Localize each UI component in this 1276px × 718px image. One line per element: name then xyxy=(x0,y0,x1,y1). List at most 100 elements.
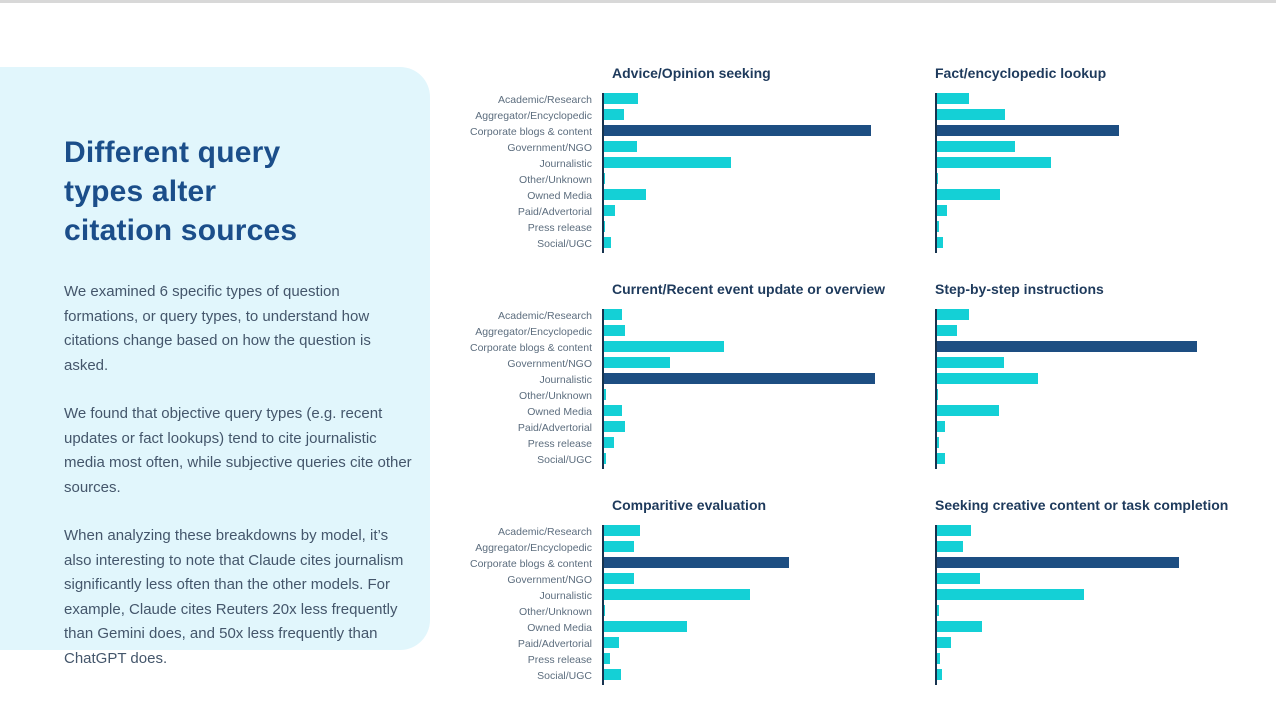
bar xyxy=(604,173,606,184)
category-label: Social/UGC xyxy=(537,454,592,466)
bar xyxy=(604,373,876,384)
bar xyxy=(937,421,946,432)
bar-row xyxy=(937,589,1235,600)
page-title-line-1: Different query xyxy=(64,136,281,169)
category-label: Journalistic xyxy=(539,590,592,602)
category-label: Journalistic xyxy=(539,158,592,170)
bar xyxy=(937,589,1084,600)
bar-row xyxy=(937,309,1235,320)
bar xyxy=(937,125,1120,136)
bar-row xyxy=(937,453,1235,464)
bar-row xyxy=(937,373,1235,384)
category-label: Academic/Research xyxy=(498,526,592,538)
bar-row xyxy=(604,573,902,584)
chart: Fact/encyclopedic lookup xyxy=(935,64,1235,253)
category-label: Other/Unknown xyxy=(519,174,592,186)
bar-row xyxy=(604,405,902,416)
bar xyxy=(937,357,1004,368)
chart-title: Advice/Opinion seeking xyxy=(612,65,771,81)
page-title: Different query types alter citation sou… xyxy=(64,133,410,250)
category-label: Press release xyxy=(527,654,592,666)
chart-body: Academic/Research Aggregator/Encyclopedic… xyxy=(470,525,912,685)
bar-row xyxy=(937,669,1235,680)
bar xyxy=(937,205,947,216)
bar xyxy=(604,605,606,616)
bar xyxy=(937,189,1000,200)
bar-row xyxy=(937,637,1235,648)
bar-row xyxy=(604,205,902,216)
bar-row xyxy=(937,205,1235,216)
bar xyxy=(937,541,963,552)
bar xyxy=(604,437,615,448)
bar xyxy=(937,341,1198,352)
bar-row xyxy=(604,653,902,664)
bar xyxy=(604,453,607,464)
bar xyxy=(604,389,607,400)
category-labels: Academic/Research Aggregator/Encyclopedic… xyxy=(470,525,602,685)
category-label: Other/Unknown xyxy=(519,390,592,402)
chart-title: Step-by-step instructions xyxy=(935,281,1104,297)
category-label: Owned Media xyxy=(527,622,592,634)
bar-row xyxy=(937,557,1235,568)
bar xyxy=(937,237,943,248)
intro-panel: Different query types alter citation sou… xyxy=(0,67,430,667)
bar xyxy=(604,341,724,352)
bar xyxy=(604,357,670,368)
bar-row xyxy=(937,93,1235,104)
chart-plot xyxy=(602,309,902,469)
bar-row xyxy=(604,373,902,384)
category-label: Paid/Advertorial xyxy=(517,206,592,218)
chart-body: Academic/Research Aggregator/Encyclopedic… xyxy=(470,93,912,253)
bar xyxy=(604,573,634,584)
category-label: Aggregator/Encyclopedic xyxy=(475,110,592,122)
category-label: Aggregator/Encyclopedic xyxy=(475,326,592,338)
chart: Step-by-step instructions xyxy=(935,280,1235,469)
bar xyxy=(604,141,638,152)
bar-row xyxy=(937,525,1235,536)
bar xyxy=(937,389,938,400)
bar-row xyxy=(604,221,902,232)
bar-row xyxy=(604,621,902,632)
bar-row xyxy=(937,653,1235,664)
bar xyxy=(604,589,751,600)
bar-row xyxy=(604,157,902,168)
bar-row xyxy=(937,405,1235,416)
bar xyxy=(604,205,616,216)
chart-body: Academic/Research Aggregator/Encyclopedic… xyxy=(470,309,912,469)
bar xyxy=(937,173,938,184)
bar xyxy=(937,93,969,104)
bar-row xyxy=(937,621,1235,632)
category-label: Social/UGC xyxy=(537,670,592,682)
bar-row xyxy=(604,325,902,336)
bar-row xyxy=(604,309,902,320)
chart: Comparitive evaluation Academic/Research… xyxy=(470,496,912,685)
page-title-line-3: citation sources xyxy=(64,214,298,247)
bar-row xyxy=(937,141,1235,152)
bar xyxy=(937,109,1005,120)
chart-body xyxy=(935,309,1235,469)
bar-row xyxy=(604,453,902,464)
bar-row xyxy=(937,237,1235,248)
chart-body xyxy=(935,525,1235,685)
category-label: Paid/Advertorial xyxy=(517,422,592,434)
bar xyxy=(604,405,623,416)
bar xyxy=(604,221,606,232)
bar-row xyxy=(937,189,1235,200)
bar-row xyxy=(937,325,1235,336)
category-label: Press release xyxy=(527,438,592,450)
bar-row xyxy=(604,173,902,184)
bar-row xyxy=(937,125,1235,136)
bar-row xyxy=(604,109,902,120)
category-label: Aggregator/Encyclopedic xyxy=(475,542,592,554)
bar xyxy=(937,653,940,664)
bar xyxy=(604,309,623,320)
bar-row xyxy=(937,573,1235,584)
bar xyxy=(604,93,639,104)
bar xyxy=(937,157,1051,168)
category-label: Academic/Research xyxy=(498,310,592,322)
bar-row xyxy=(604,669,902,680)
chart-plot xyxy=(935,93,1235,253)
chart-plot xyxy=(602,525,902,685)
bar xyxy=(604,325,626,336)
bar-row xyxy=(604,637,902,648)
